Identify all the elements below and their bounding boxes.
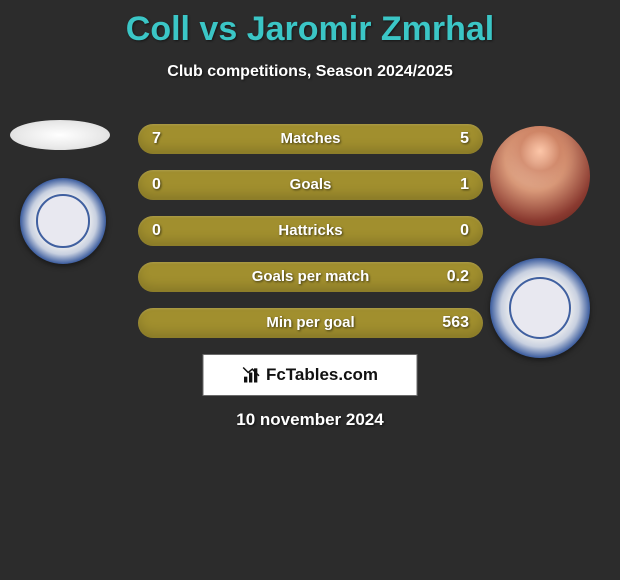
stat-label: Matches [138,124,483,154]
stat-right-value: 0.2 [447,262,469,292]
page-title: Coll vs Jaromir Zmrhal [0,0,620,49]
club-badge-right [490,258,590,358]
stat-right-value: 5 [460,124,469,154]
stat-right-value: 563 [442,308,469,338]
page-subtitle: Club competitions, Season 2024/2025 [0,63,620,81]
report-date: 10 november 2024 [0,410,620,430]
branding-bold: Fc [266,365,286,384]
stats-bars: 7 Matches 5 0 Goals 1 0 Hattricks 0 Goal… [138,124,483,354]
stat-row-hattricks: 0 Hattricks 0 [138,216,483,246]
stat-label: Hattricks [138,216,483,246]
stat-label: Goals per match [138,262,483,292]
stat-row-goals-per-match: Goals per match 0.2 [138,262,483,292]
bar-chart-icon [242,365,262,385]
stat-row-goals: 0 Goals 1 [138,170,483,200]
stat-row-matches: 7 Matches 5 [138,124,483,154]
stat-right-value: 0 [460,216,469,246]
branding-rest: Tables.com [286,365,378,384]
player-left-avatar [10,120,110,150]
stat-label: Min per goal [138,308,483,338]
club-badge-left [20,178,106,264]
player-right-avatar [490,126,590,226]
stat-label: Goals [138,170,483,200]
stat-row-min-per-goal: Min per goal 563 [138,308,483,338]
stat-right-value: 1 [460,170,469,200]
branding-badge: FcTables.com [203,354,418,396]
